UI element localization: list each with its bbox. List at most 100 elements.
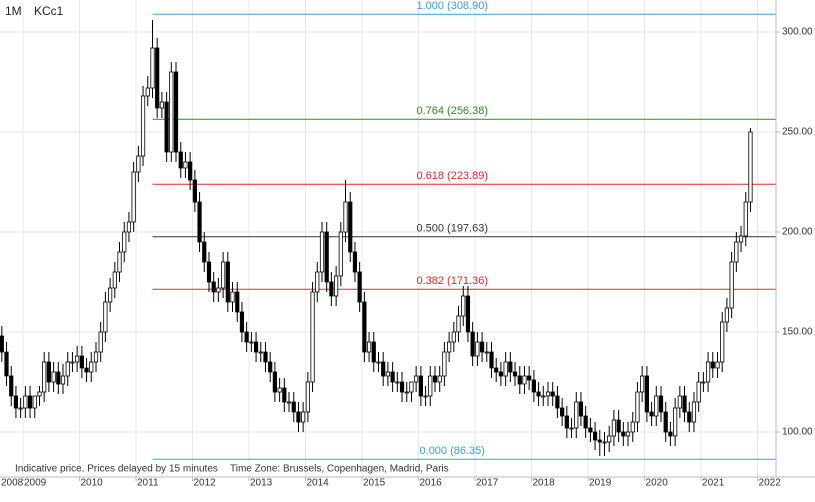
candle-body (376, 361, 381, 364)
y-tick-label: 250.00 (782, 127, 813, 138)
candle-body (442, 351, 447, 377)
candle-body (545, 391, 551, 397)
fib-label: 0.000 (86.35) (420, 445, 485, 457)
candle-body (432, 375, 438, 383)
candle-body (729, 261, 734, 309)
candle-body (508, 361, 513, 373)
fib-label: 0.382 (171.36) (416, 275, 488, 287)
candle-body (418, 375, 423, 397)
x-tick-label: 2019 (589, 478, 612, 489)
candle-body (268, 361, 273, 373)
candle-body (512, 371, 518, 377)
candle-body (390, 371, 395, 383)
grid (0, 0, 780, 481)
candle-body (282, 387, 287, 403)
candle-body (131, 171, 136, 223)
candle-body (249, 341, 254, 344)
candle-body (277, 387, 282, 393)
candle-body (738, 235, 744, 243)
candle-body (743, 201, 748, 237)
candle-body (630, 421, 635, 433)
candle-body (409, 381, 414, 393)
candle-body (498, 371, 503, 377)
candle-body (640, 375, 645, 393)
x-tick-label: 2014 (307, 478, 330, 489)
labels: 100.00 150.00 200.00 250.00 300.00 2008 2009 20… (1, 27, 813, 489)
candle-body (117, 251, 122, 273)
candle-body (202, 241, 207, 263)
candle-body (169, 71, 174, 153)
fib-label: 1.000 (308.90) (416, 0, 488, 12)
candle-body (291, 401, 296, 413)
candle-body (362, 301, 367, 353)
candle-body (668, 431, 673, 437)
candle-body (560, 407, 565, 417)
candle-body (461, 295, 466, 317)
candle-body (305, 381, 310, 413)
x-tick-label: 2018 (533, 478, 556, 489)
x-tick-label: 2009 (24, 478, 47, 489)
candle-body (9, 375, 14, 397)
candle-body (103, 301, 108, 333)
candle-body (173, 71, 179, 153)
candle-body (225, 261, 230, 303)
candle-body (447, 341, 452, 353)
candle-body (658, 395, 664, 413)
candle-body (569, 427, 574, 430)
y-tick-label: 300.00 (782, 27, 813, 38)
candle-body (621, 431, 626, 437)
candle-body (536, 391, 541, 397)
candle-body (75, 355, 80, 363)
candle-body (65, 361, 70, 377)
candle-body (164, 101, 169, 153)
candle-body (258, 351, 263, 354)
candle-body (183, 161, 188, 169)
x-tick-label: 2020 (646, 478, 669, 489)
x-tick-label: 2012 (194, 478, 217, 489)
x-tick-label: 2017 (476, 478, 499, 489)
candle-body (428, 375, 433, 397)
candle-body (541, 395, 546, 398)
candle-body (79, 355, 84, 369)
candle-body (635, 391, 640, 423)
candle-body (607, 435, 612, 443)
fib-label: 0.500 (197.63) (416, 223, 488, 235)
x-tick-label: 2013 (250, 478, 273, 489)
candle-body (239, 311, 245, 333)
candle-body (216, 287, 221, 293)
candle-body (475, 341, 480, 357)
candle-body (385, 371, 390, 377)
candle-body (84, 367, 89, 373)
x-tick-label: 2022 (759, 478, 782, 489)
y-tick-label: 200.00 (782, 227, 813, 238)
candle-body (122, 231, 127, 253)
candle-body (574, 401, 579, 429)
candle-body (178, 151, 183, 169)
candle-body (625, 431, 631, 437)
candle-body (550, 391, 555, 397)
candle-body (710, 361, 715, 369)
candle-body (673, 407, 678, 437)
candle-body (720, 321, 725, 363)
candle-body (724, 307, 729, 323)
candle-body (555, 395, 560, 409)
y-tick-label: 150.00 (782, 327, 813, 338)
candle-body (230, 291, 235, 303)
candle-body (253, 341, 259, 353)
candle-body (705, 361, 711, 383)
candle-body (527, 375, 532, 381)
period: 1M (5, 4, 22, 18)
candle-body (381, 361, 386, 377)
candle-body (602, 441, 607, 444)
candle-body (70, 361, 75, 364)
candle-body (395, 381, 400, 384)
x-tick-label: 2008 (1, 478, 24, 489)
candle-body (371, 341, 376, 363)
candle-body (150, 47, 155, 89)
candle-body (145, 87, 150, 97)
x-tick-label: 2016 (420, 478, 443, 489)
candle-body (677, 395, 682, 409)
candle-body (611, 419, 616, 437)
candle-body (0, 335, 4, 353)
